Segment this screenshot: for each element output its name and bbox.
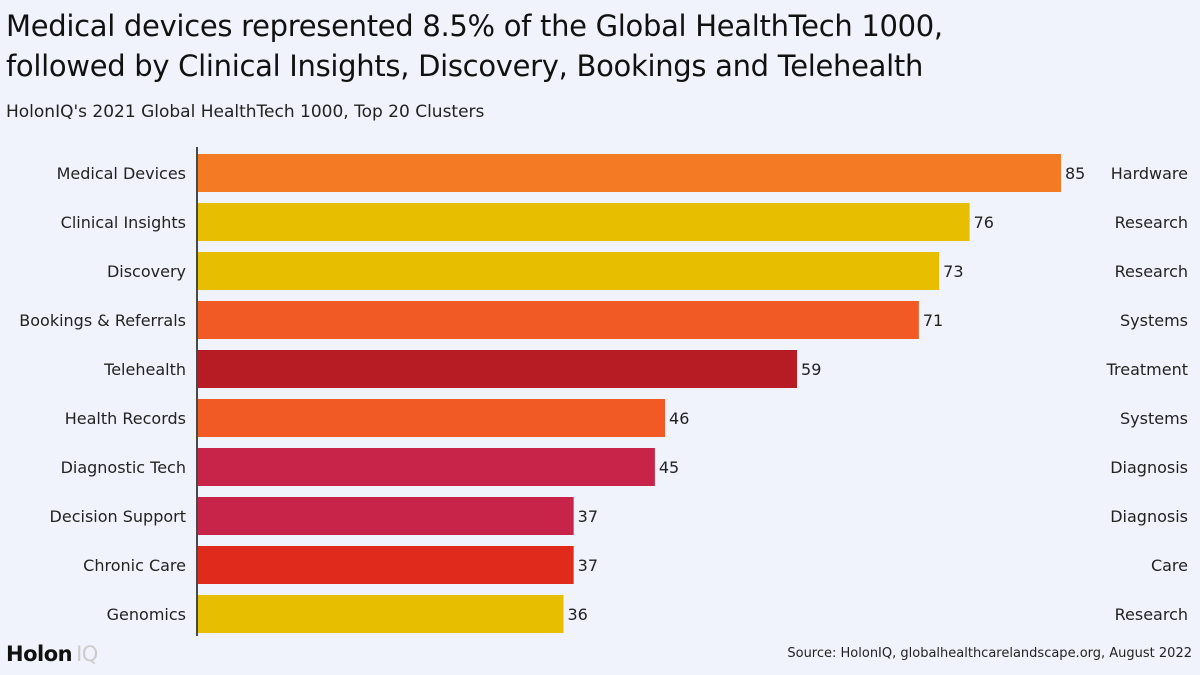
value-label: 37	[578, 556, 598, 575]
group-label: Research	[1115, 262, 1188, 281]
logo-suffix: IQ	[76, 642, 98, 666]
category-label: Telehealth	[103, 360, 186, 379]
bar	[198, 301, 919, 339]
group-label: Treatment	[1106, 360, 1188, 379]
value-label: 59	[801, 360, 821, 379]
value-label: 45	[659, 458, 679, 477]
logo-word: Holon	[6, 642, 73, 666]
bar	[198, 350, 798, 388]
group-label: Diagnosis	[1110, 507, 1188, 526]
value-label: 85	[1065, 164, 1085, 183]
category-label: Chronic Care	[83, 556, 186, 575]
group-label: Care	[1151, 556, 1188, 575]
value-label: 76	[974, 213, 994, 232]
source-note: Source: HolonIQ, globalhealthcarelandsca…	[787, 646, 1192, 661]
category-label: Medical Devices	[57, 164, 186, 183]
bar	[198, 497, 574, 535]
bar	[198, 203, 970, 241]
value-label: 36	[568, 605, 588, 624]
value-label: 73	[943, 262, 963, 281]
bar	[198, 546, 574, 584]
bar	[198, 154, 1061, 192]
group-label: Research	[1115, 213, 1188, 232]
chart-title: Medical devices represented 8.5% of the …	[6, 6, 943, 86]
title-line-2: followed by Clinical Insights, Discovery…	[6, 49, 924, 83]
category-label: Discovery	[107, 262, 186, 281]
bar	[198, 399, 666, 437]
group-label: Systems	[1120, 311, 1188, 330]
value-label: 46	[669, 409, 689, 428]
group-label: Diagnosis	[1110, 458, 1188, 477]
group-label: Research	[1115, 605, 1188, 624]
category-label: Decision Support	[50, 507, 186, 526]
category-label: Clinical Insights	[61, 213, 186, 232]
category-label: Bookings & Referrals	[19, 311, 186, 330]
value-label: 71	[923, 311, 943, 330]
bar	[198, 252, 940, 290]
category-label: Health Records	[65, 409, 186, 428]
value-label: 37	[578, 507, 598, 526]
holoniq-logo: Holon IQ	[6, 642, 98, 666]
bar	[198, 595, 564, 633]
bar	[198, 448, 655, 486]
category-label: Diagnostic Tech	[61, 458, 186, 477]
category-label: Genomics	[107, 605, 186, 624]
title-line-1: Medical devices represented 8.5% of the …	[6, 9, 943, 43]
group-label: Systems	[1120, 409, 1188, 428]
chart-subtitle: HolonIQ's 2021 Global HealthTech 1000, T…	[6, 102, 485, 122]
group-label: Hardware	[1111, 164, 1188, 183]
